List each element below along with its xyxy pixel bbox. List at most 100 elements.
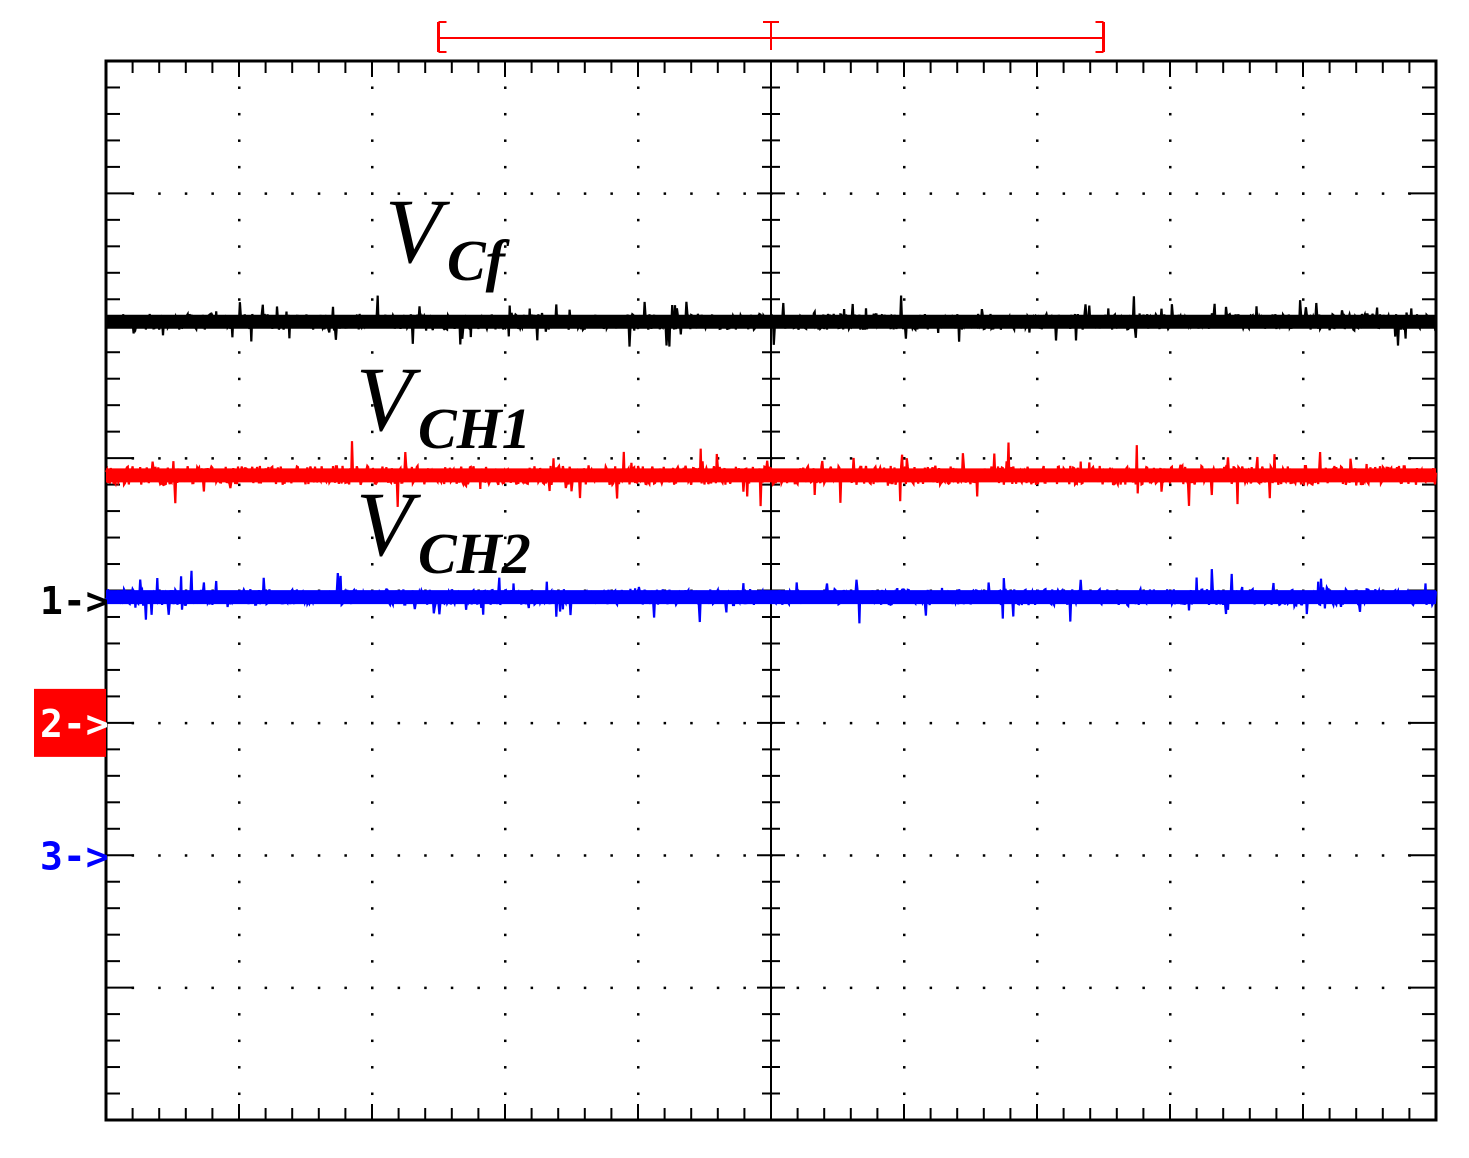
grid-dot <box>583 986 587 990</box>
grid-dot <box>1275 854 1278 857</box>
grid-dot <box>504 563 507 566</box>
grid-dot <box>956 986 959 990</box>
grid-dot <box>238 139 241 142</box>
grid-dot <box>238 907 241 910</box>
grid-dot <box>1089 854 1092 857</box>
grid-dot <box>903 1092 906 1096</box>
trace-label-v-ch2: V CH2 <box>356 473 531 586</box>
grid-dot <box>849 721 853 725</box>
grid-dot <box>1302 165 1305 169</box>
grid-dot <box>1009 986 1012 990</box>
grid-dot <box>371 907 374 910</box>
grid-dot <box>1169 986 1172 990</box>
grid-dot <box>1302 271 1305 275</box>
grid-dot <box>504 192 507 195</box>
grid-dot <box>1142 721 1145 725</box>
grid-dot <box>1169 377 1172 381</box>
grid-dot <box>504 774 507 778</box>
grid-dot <box>1169 1013 1172 1016</box>
grid-dot <box>637 748 640 751</box>
grid-dot <box>1222 192 1225 195</box>
axis-ticks <box>105 61 1437 1120</box>
grid-dot <box>504 165 507 169</box>
grid-dot <box>1009 192 1012 195</box>
trace-label-main: V <box>356 348 422 450</box>
grid-dot <box>1302 854 1305 857</box>
grid-dot <box>849 986 853 990</box>
grid-dot <box>637 112 640 116</box>
grid-dot <box>690 986 693 990</box>
grid-dot <box>504 218 507 222</box>
grid-dot <box>1169 112 1172 116</box>
grid-dot <box>743 854 746 857</box>
grid-dot <box>184 457 188 460</box>
grid-dot <box>1062 721 1066 725</box>
grid-dot <box>1009 854 1012 857</box>
grid-dot <box>637 721 640 725</box>
grid-dot <box>1302 218 1305 222</box>
grid-dot <box>903 192 906 195</box>
grid-dot <box>956 457 959 460</box>
grid-dot <box>530 721 534 725</box>
grid-dot <box>637 907 640 910</box>
grid-dot <box>1036 483 1039 487</box>
grid-dot <box>1248 986 1252 990</box>
grid-dot <box>344 457 347 460</box>
grid-dot <box>1036 615 1039 619</box>
grid-dot <box>504 351 507 354</box>
grid-dot <box>956 192 959 195</box>
grid-dot <box>1302 377 1305 381</box>
grid-dot <box>530 986 534 990</box>
grid-dot <box>1036 642 1039 645</box>
grid-dot <box>1302 139 1305 142</box>
grid-dot <box>344 192 347 195</box>
grid-dot <box>504 695 507 698</box>
grid-dot <box>583 854 587 857</box>
grid-dot <box>637 854 640 857</box>
grid-dot <box>903 748 906 751</box>
grid-dot <box>903 139 906 142</box>
grid-dot <box>424 986 427 990</box>
grid-dot <box>1036 245 1039 248</box>
ground-marker-3: 3-> <box>40 834 109 878</box>
grid-dot <box>424 854 427 857</box>
grid-dot <box>238 430 241 434</box>
grid-dot <box>903 510 906 513</box>
grid-dot <box>238 880 241 884</box>
grid-dot <box>903 907 906 910</box>
grid-dot <box>637 483 640 487</box>
grid-dot <box>424 721 427 725</box>
grid-dot <box>1169 192 1172 195</box>
grid-dot <box>1381 986 1385 990</box>
grid-dot <box>1302 774 1305 778</box>
grid-dot <box>716 192 720 195</box>
grid-dot <box>1036 165 1039 169</box>
grid-dot <box>1169 298 1172 301</box>
grid-dot <box>1222 986 1225 990</box>
grid-dot <box>1062 986 1066 990</box>
grid-dot <box>291 986 294 990</box>
grid-dot <box>1302 192 1305 195</box>
grid-dot <box>690 192 693 195</box>
grid-dot <box>504 933 507 937</box>
marker-highlight <box>34 688 106 757</box>
trace-label-subscript: CH2 <box>418 521 531 586</box>
grid-dot <box>1036 854 1039 857</box>
grid-dot <box>903 695 906 698</box>
grid-dot <box>1169 827 1172 831</box>
grid-dot <box>1036 510 1039 513</box>
grid-dot <box>317 986 321 990</box>
grid-dot <box>637 377 640 381</box>
grid-dot <box>450 854 454 857</box>
grid-dot <box>982 986 986 990</box>
grid-dot <box>1302 668 1305 672</box>
grid-dot <box>903 112 906 116</box>
grid-dot <box>1169 960 1172 963</box>
grid-dot <box>371 933 374 937</box>
grid-dot <box>158 854 161 857</box>
grid-dot <box>371 748 374 751</box>
grid-dot <box>1036 933 1039 937</box>
grid-dot <box>637 218 640 222</box>
grid-dot <box>876 854 879 857</box>
grid-dot <box>1036 1039 1039 1043</box>
